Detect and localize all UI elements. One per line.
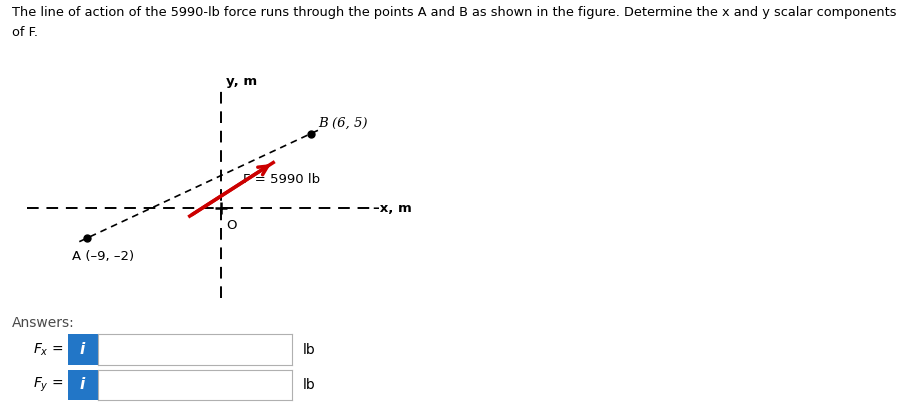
- Text: y, m: y, m: [226, 75, 256, 87]
- Text: Answers:: Answers:: [12, 316, 74, 330]
- Text: $F_y$ =: $F_y$ =: [32, 376, 63, 394]
- Text: The line of action of the 5990-lb force runs through the points A and B as shown: The line of action of the 5990-lb force …: [12, 6, 896, 19]
- Text: –x, m: –x, m: [373, 202, 411, 215]
- Text: lb: lb: [302, 378, 315, 392]
- Text: A (–9, –2): A (–9, –2): [72, 250, 133, 263]
- Text: of F.: of F.: [12, 26, 38, 39]
- Text: O: O: [226, 219, 236, 232]
- Text: $F_x$ =: $F_x$ =: [32, 341, 63, 358]
- Text: i: i: [80, 377, 85, 392]
- Text: lb: lb: [302, 343, 315, 357]
- Text: F = 5990 lb: F = 5990 lb: [244, 173, 320, 186]
- Text: i: i: [80, 342, 85, 357]
- Text: B (6, 5): B (6, 5): [318, 116, 367, 129]
